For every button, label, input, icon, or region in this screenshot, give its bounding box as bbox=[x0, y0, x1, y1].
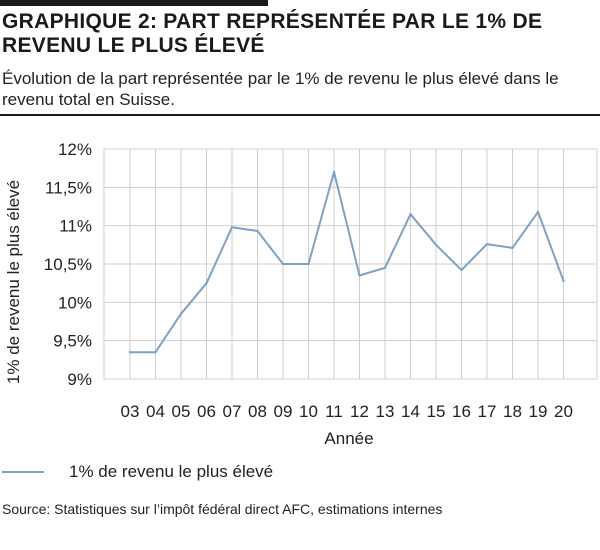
x-tick-label: 14 bbox=[401, 402, 420, 421]
x-tick-label: 03 bbox=[121, 402, 140, 421]
x-axis-label: Année bbox=[324, 429, 373, 448]
x-tick-label: 11 bbox=[325, 402, 343, 421]
data-point bbox=[536, 210, 540, 214]
data-point bbox=[256, 229, 259, 233]
y-tick-label: 9% bbox=[67, 370, 92, 389]
data-point bbox=[460, 268, 463, 272]
data-point bbox=[179, 312, 183, 316]
data-point bbox=[281, 262, 285, 266]
legend-label: 1% de revenu le plus élevé bbox=[69, 462, 274, 481]
y-tick-label: 10% bbox=[58, 293, 92, 312]
title-text: PART REPRÉSENTÉE PAR LE 1% DE REVENU LE … bbox=[2, 10, 543, 57]
x-tick-label: 12 bbox=[350, 402, 369, 421]
x-tick-label: 13 bbox=[376, 402, 395, 421]
y-axis-label: 1% de revenu le plus élevé bbox=[4, 180, 23, 384]
y-tick-label: 11,5% bbox=[45, 178, 92, 197]
header-divider bbox=[0, 114, 600, 116]
x-tick-label: 20 bbox=[554, 402, 573, 421]
source-note: Source: Statistiques sur l’impôt fédéral… bbox=[2, 501, 443, 517]
top-rule bbox=[0, 0, 268, 6]
data-point bbox=[332, 170, 336, 174]
x-tick-label: 08 bbox=[248, 402, 267, 421]
x-tick-label: 10 bbox=[299, 402, 318, 421]
x-tick-label: 09 bbox=[274, 402, 293, 421]
y-tick-label: 11% bbox=[59, 217, 92, 236]
data-point bbox=[409, 212, 412, 216]
data-point bbox=[358, 274, 361, 277]
title-prefix: GRAPHIQUE 2: bbox=[2, 10, 158, 33]
chart-title: GRAPHIQUE 2: PART REPRÉSENTÉE PAR LE 1% D… bbox=[2, 10, 598, 58]
y-tick-label: 10,5% bbox=[44, 255, 92, 274]
data-point bbox=[205, 281, 208, 285]
data-point bbox=[230, 226, 234, 229]
chart-header: GRAPHIQUE 2: PART REPRÉSENTÉE PAR LE 1% D… bbox=[2, 10, 598, 58]
x-tick-label: 19 bbox=[529, 402, 548, 421]
data-point bbox=[307, 262, 310, 266]
x-tick-label: 16 bbox=[452, 402, 471, 421]
data-point bbox=[383, 266, 387, 270]
data-point bbox=[434, 243, 438, 247]
chart-subtitle: Évolution de la part représentée par le … bbox=[2, 69, 559, 109]
data-point bbox=[562, 279, 565, 283]
data-point bbox=[154, 350, 157, 354]
x-tick-label: 06 bbox=[197, 402, 216, 421]
x-tick-label: 18 bbox=[503, 402, 522, 421]
series-line bbox=[129, 171, 565, 354]
legend: 1% de revenu le plus élevé bbox=[2, 460, 273, 484]
x-tick-label: 15 bbox=[427, 402, 446, 421]
legend-line-swatch bbox=[2, 471, 44, 473]
x-tick-label: 17 bbox=[478, 402, 497, 421]
x-tick-label: 07 bbox=[223, 402, 242, 421]
data-point bbox=[485, 242, 489, 246]
x-tick-label: 04 bbox=[146, 402, 165, 421]
y-tick-label: 12% bbox=[58, 140, 92, 159]
x-tick-label: 05 bbox=[172, 402, 191, 421]
y-tick-label: 9,5% bbox=[53, 332, 92, 351]
data-point bbox=[511, 246, 514, 250]
data-point bbox=[128, 350, 132, 354]
